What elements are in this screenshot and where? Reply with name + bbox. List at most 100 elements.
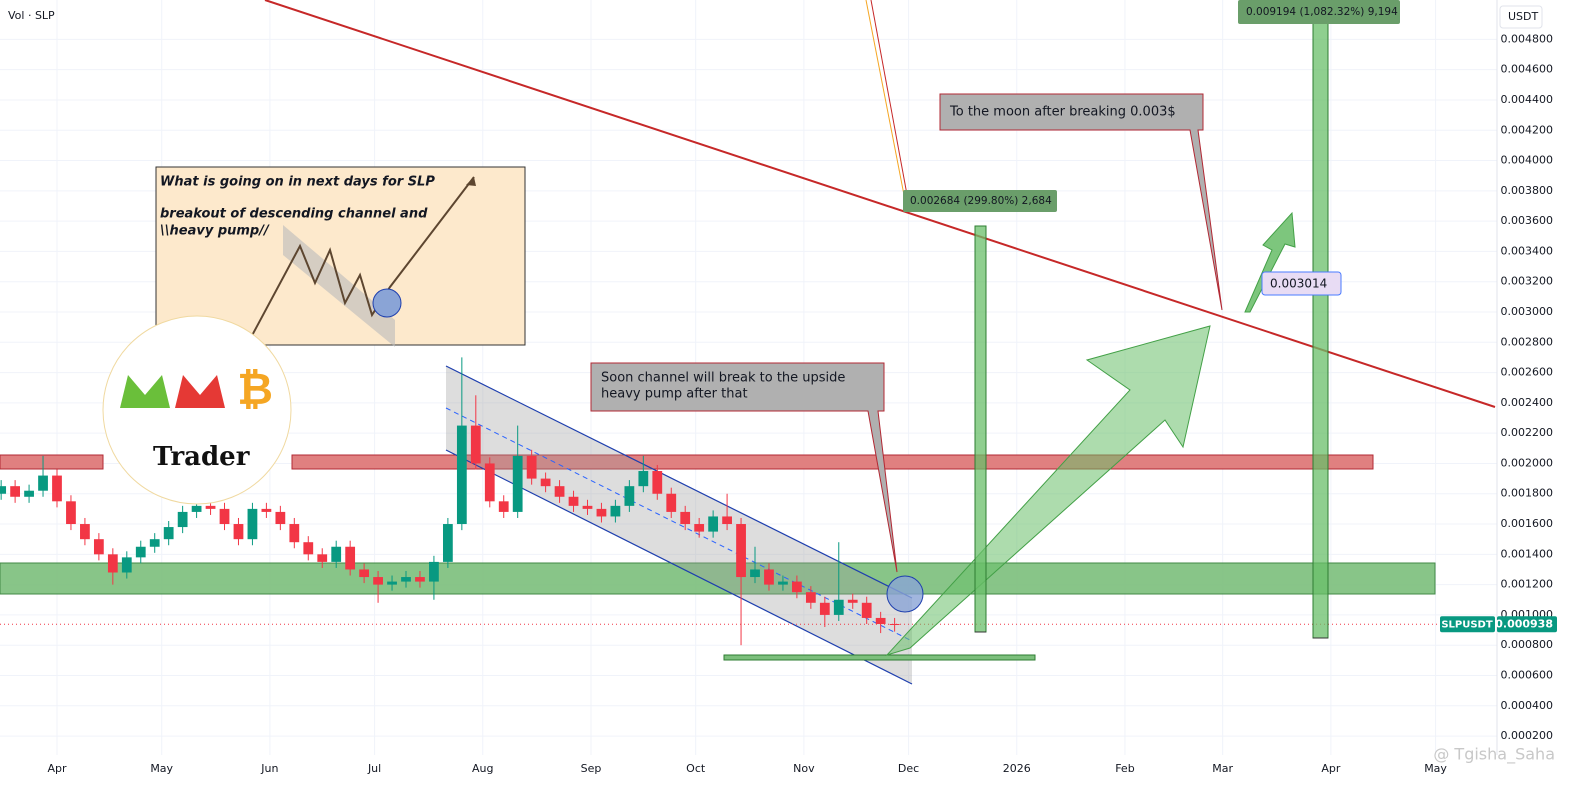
candle-body	[470, 425, 481, 464]
candle-body	[750, 569, 760, 578]
y-tick-label: 0.000200	[1501, 729, 1554, 742]
candle-body	[10, 486, 20, 497]
price-label-box	[1261, 271, 1342, 296]
y-tick-label: 0.004600	[1501, 63, 1554, 76]
candle-body	[331, 546, 342, 562]
logo-text: Trader	[153, 442, 250, 472]
y-tick-label: 0.002000	[1501, 456, 1554, 469]
y-tick-label: 0.002600	[1501, 366, 1554, 379]
note-circle	[372, 288, 402, 318]
y-tick-label: 0.003800	[1501, 184, 1554, 197]
candle-body	[177, 511, 188, 528]
candle-body	[442, 524, 453, 562]
candle-body	[694, 524, 705, 532]
note-text: \\heavy pump//	[160, 224, 270, 239]
candle-body	[498, 501, 509, 512]
note-box	[155, 166, 526, 346]
y-axis-label: USDT	[1508, 10, 1539, 23]
x-tick-label: Dec	[898, 762, 919, 775]
measure-label: 0.009194 (1,082.32%) 9,194	[1246, 6, 1398, 18]
x-tick-label: Aug	[472, 762, 493, 775]
candle-body	[191, 505, 202, 512]
x-tick-label: Mar	[1212, 762, 1233, 775]
candle-body	[415, 577, 425, 582]
y-tick-label: 0.003600	[1501, 214, 1554, 227]
candle-body	[80, 524, 90, 540]
candle-body	[429, 561, 439, 582]
x-tick-label: Apr	[1321, 762, 1341, 775]
note-arrowhead	[466, 177, 476, 186]
logo-mark	[175, 375, 225, 408]
breakout-circle	[886, 575, 924, 613]
callout	[939, 93, 1223, 311]
candle-body	[233, 524, 244, 540]
candle-body	[638, 471, 649, 487]
measure-bar	[1312, 4, 1329, 639]
candle-body	[219, 508, 230, 525]
candle-body	[163, 527, 174, 540]
resistance-zone	[291, 454, 1374, 470]
candle-body	[456, 425, 467, 525]
candle-body	[93, 539, 104, 555]
trend-line	[264, 0, 1496, 408]
measure-label: 0.002684 (299.80%) 2,684	[910, 195, 1052, 207]
callout-text: To the moon after breaking 0.003$	[949, 105, 1176, 120]
measure-label-box	[1238, 0, 1400, 24]
watermark: @ Tgisha_Saha	[1433, 745, 1555, 765]
x-tick-label: Feb	[1115, 762, 1134, 775]
callout-text: Soon channel will break to the upside	[601, 371, 845, 386]
y-tick-label: 0.001200	[1501, 578, 1554, 591]
y-tick-label: 0.003400	[1501, 244, 1554, 257]
channel	[446, 366, 912, 684]
candle-body	[805, 592, 816, 603]
candle-body	[624, 486, 635, 506]
x-tick-label: May	[150, 762, 173, 775]
channel-lower	[445, 449, 913, 685]
y-tick-label: 0.002400	[1501, 396, 1554, 409]
y-tick-label: 0.004000	[1501, 154, 1554, 167]
small-arrow	[1244, 211, 1296, 313]
candle-body	[205, 505, 216, 509]
base-line	[723, 654, 1036, 661]
logo-mark: ₿	[237, 364, 273, 415]
candle-body	[107, 554, 118, 573]
candle-body	[861, 602, 872, 618]
price-tag-symbol	[1440, 616, 1495, 633]
candle-body	[819, 602, 830, 615]
candle-body	[652, 471, 663, 494]
candle-body	[680, 511, 691, 525]
candle-body	[610, 505, 621, 517]
orange-line	[870, 0, 909, 201]
channel-upper	[445, 365, 913, 599]
y-tick-label: 0.001800	[1501, 487, 1554, 500]
candle-body	[889, 623, 900, 625]
candle-body	[875, 617, 886, 624]
candle-body	[792, 581, 802, 593]
callout-text: heavy pump after that	[601, 387, 748, 402]
y-tick-label: 0.004200	[1501, 123, 1554, 136]
candle-body	[666, 493, 677, 512]
candle-body	[708, 516, 719, 532]
candle-body	[778, 581, 788, 585]
candle-body	[736, 524, 746, 578]
candle-body	[512, 455, 523, 512]
x-tick-label: Jun	[260, 762, 278, 775]
measure-bar	[974, 225, 987, 633]
x-tick-label: 2026	[1003, 762, 1031, 775]
candle-body	[722, 516, 732, 525]
candle-body	[833, 599, 844, 615]
y-tick-label: 0.004800	[1501, 32, 1554, 45]
y-tick-label: 0.001400	[1501, 547, 1554, 560]
measure-label-box	[903, 190, 1057, 212]
orange-line	[865, 0, 906, 201]
candle-body	[303, 542, 314, 555]
candle-body	[387, 581, 397, 585]
candle-body	[135, 546, 146, 558]
logo-mark	[120, 375, 170, 408]
resistance-zone	[0, 454, 104, 470]
candle-body	[540, 478, 551, 487]
y-tick-label: 0.001600	[1501, 517, 1554, 530]
candle-body	[38, 475, 48, 491]
